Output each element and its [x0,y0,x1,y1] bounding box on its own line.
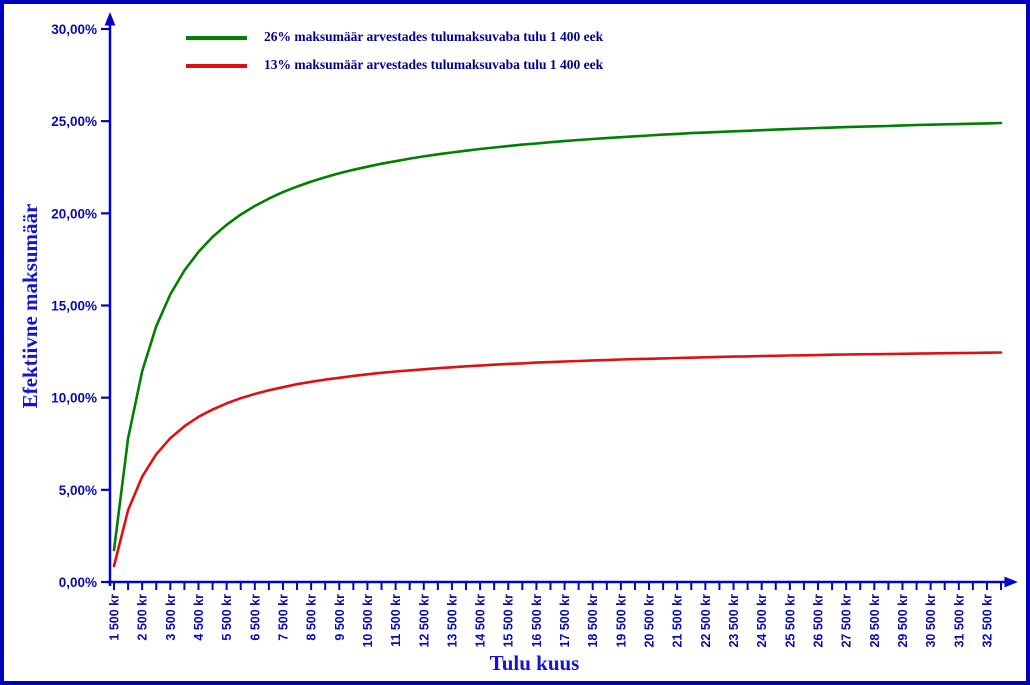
x-axis-arrowhead [1004,576,1018,588]
x-tick-label: 18 500 kr [586,594,600,648]
x-tick-label: 22 500 kr [699,594,713,648]
x-tick-label: 24 500 kr [755,594,769,648]
y-tick-label: 20,00% [51,206,97,221]
x-tick-label: 29 500 kr [896,594,910,648]
y-tick-label: 0,00% [59,575,97,590]
x-tick-label: 16 500 kr [530,594,544,648]
x-tick-label: 10 500 kr [361,594,375,648]
x-tick-label: 28 500 kr [868,594,882,648]
x-tick-label: 13 500 kr [445,594,459,648]
x-tick-label: 6 500 kr [248,594,262,641]
x-tick-label: 12 500 kr [417,594,431,648]
x-tick-label: 4 500 kr [192,594,206,641]
x-tick-label: 14 500 kr [474,594,488,648]
x-tick-label: 15 500 kr [502,594,516,648]
legend-swatch-red-line [186,64,247,68]
x-tick-label: 27 500 kr [840,594,854,648]
x-axis-title: Tulu kuus [489,651,580,675]
x-tick-label: 17 500 kr [558,594,572,648]
x-tick-label: 7 500 kr [276,594,290,641]
y-axis-title: Efektiivne maksumäär [18,203,42,409]
series-line-26pct [112,121,1003,552]
y-tick-label: 15,00% [51,299,97,314]
x-tick-label: 2 500 kr [136,594,150,641]
x-tick-label: 26 500 kr [812,594,826,648]
x-tick-label: 21 500 kr [671,594,685,648]
x-tick-label: 9 500 kr [333,594,347,641]
x-tick-label: 32 500 kr [980,594,994,648]
y-axis-arrowhead [104,12,116,26]
series-line-13pct [112,351,1003,568]
x-tick-label: 25 500 kr [783,594,797,648]
legend-label-13pct: 13% maksumäär arvestades tulumaksuvaba t… [264,57,604,72]
x-tick-label: 20 500 kr [643,594,657,648]
x-tick-label: 30 500 kr [924,594,938,648]
plot-area: 0,00% 5,00% 10,00% 15,00% 20,00% 25,00% 30,00%… [51,12,1018,648]
legend-swatch-green-line [186,36,247,40]
x-tick-label: 31 500 kr [952,594,966,648]
x-tick-label: 23 500 kr [727,594,741,648]
y-tick-label: 30,00% [51,22,97,37]
y-tick-label: 5,00% [59,483,97,498]
x-tick-label: 11 500 kr [389,594,403,647]
x-tick-label: 5 500 kr [220,594,234,641]
y-tick-label: 10,00% [51,391,97,406]
x-tick-label: 1 500 kr [108,594,122,641]
x-tick-label: 8 500 kr [305,594,319,641]
x-tick-label: 3 500 kr [164,594,178,641]
y-tick-label: 25,00% [51,114,97,129]
legend-label-26pct: 26% maksumäär arvestades tulumaksuvaba t… [264,29,604,44]
x-tick-label: 19 500 kr [614,594,628,648]
